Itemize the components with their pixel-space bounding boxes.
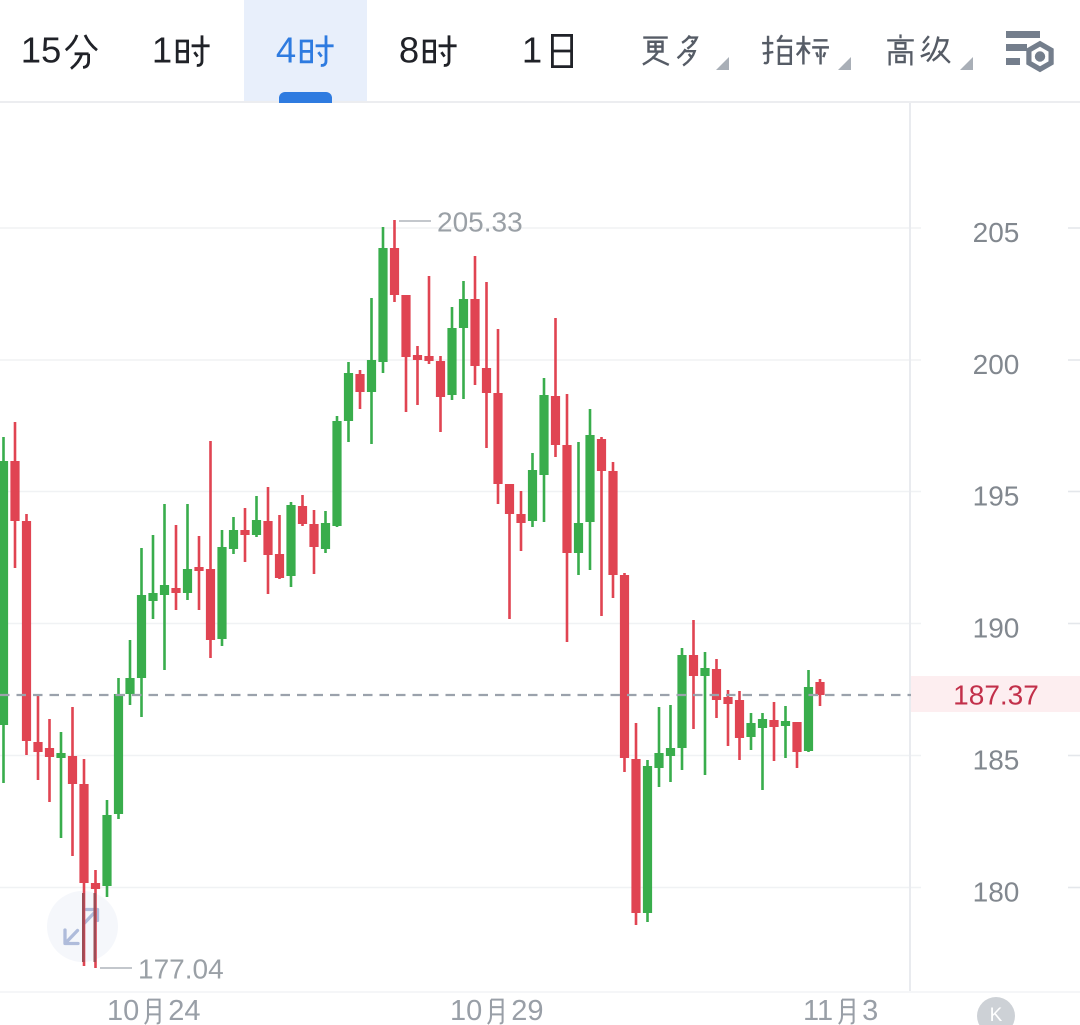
svg-text:187.37: 187.37 [953, 680, 1039, 711]
svg-text:205.33: 205.33 [437, 207, 523, 238]
svg-text:177.04: 177.04 [138, 954, 224, 985]
svg-text:190: 190 [973, 612, 1020, 643]
svg-text:185: 185 [973, 744, 1020, 775]
svg-text:180: 180 [973, 876, 1020, 907]
svg-text:200: 200 [973, 349, 1020, 380]
svg-text:205: 205 [973, 217, 1020, 248]
svg-text:195: 195 [973, 480, 1020, 511]
